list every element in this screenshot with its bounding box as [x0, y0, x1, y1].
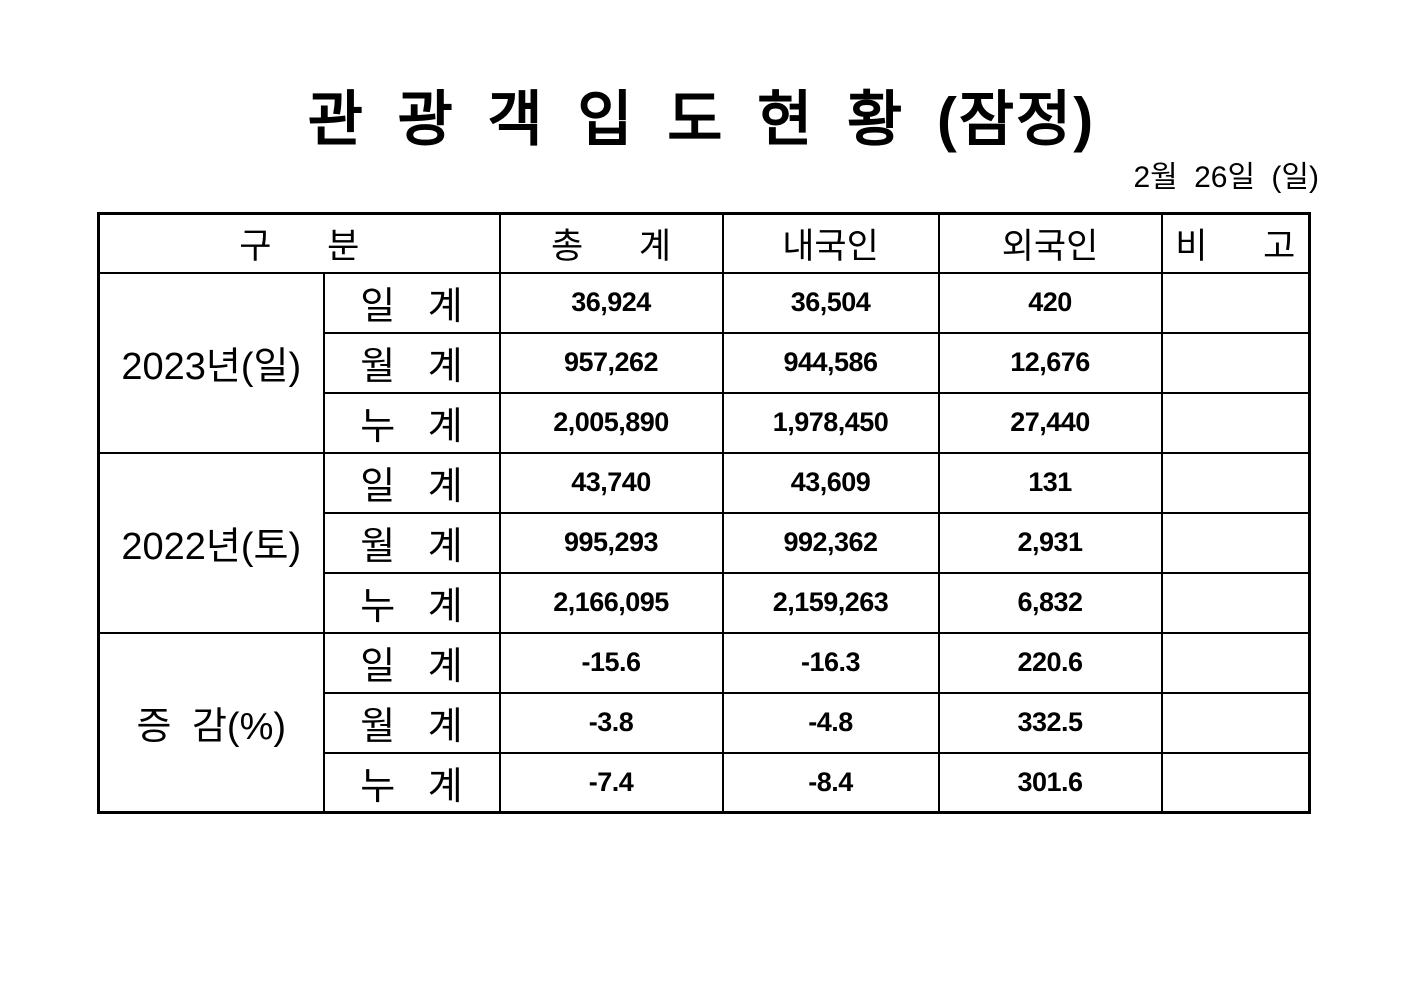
header-note: 비 고: [1160, 212, 1311, 274]
row-label: 누 계: [322, 391, 501, 454]
total-value: 36,924: [498, 271, 724, 334]
note-cell: [1160, 751, 1311, 814]
row-label: 일 계: [322, 631, 501, 694]
foreign-value: 12,676: [937, 331, 1163, 394]
note-cell: [1160, 631, 1311, 694]
header-domestic: 내국인: [721, 212, 940, 274]
row-label: 월 계: [322, 691, 501, 754]
group-label-2022: 2022년(토): [97, 451, 325, 634]
group-label-2023: 2023년(일): [97, 271, 325, 454]
table-row: 증 감(%) 일 계 -15.6 -16.3 220.6: [97, 631, 1311, 814]
total-value: -15.6: [498, 631, 724, 694]
total-value: 995,293: [498, 511, 724, 574]
total-value: -7.4: [498, 751, 724, 814]
domestic-value: -8.4: [721, 751, 940, 814]
row-label: 누 계: [322, 571, 501, 634]
row-label: 월 계: [322, 511, 501, 574]
tourist-arrivals-table: 구 분 총 계 내국인 외국인 비 고 2023년(일) 일 계 36,924 …: [97, 212, 1311, 814]
header-category: 구 분: [97, 212, 501, 274]
domestic-value: -4.8: [721, 691, 940, 754]
total-value: 2,005,890: [498, 391, 724, 454]
note-cell: [1160, 511, 1311, 574]
total-value: 2,166,095: [498, 571, 724, 634]
domestic-value: 36,504: [721, 271, 940, 334]
table-row: 월 계 957,262 944,586 12,676: [99, 331, 1311, 394]
note-cell: [1160, 391, 1311, 454]
table-row: 누 계 2,005,890 1,978,450 27,440: [99, 391, 1311, 454]
total-value: 43,740: [498, 451, 724, 514]
note-cell: [1160, 451, 1311, 514]
foreign-value: 220.6: [937, 631, 1163, 694]
note-cell: [1160, 571, 1311, 634]
table-row: 2023년(일) 일 계 36,924 36,504 420: [97, 271, 1311, 454]
total-value: 957,262: [498, 331, 724, 394]
domestic-value: 992,362: [721, 511, 940, 574]
table-row: 누 계 2,166,095 2,159,263 6,832: [99, 571, 1311, 634]
domestic-value: -16.3: [721, 631, 940, 694]
domestic-value: 2,159,263: [721, 571, 940, 634]
foreign-value: 420: [937, 271, 1163, 334]
foreign-value: 2,931: [937, 511, 1163, 574]
table-row: 2022년(토) 일 계 43,740 43,609 131: [97, 451, 1311, 634]
group-label-change: 증 감(%): [97, 631, 325, 814]
foreign-value: 6,832: [937, 571, 1163, 634]
header-total: 총 계: [498, 212, 724, 274]
header-foreign: 외국인: [937, 212, 1163, 274]
total-value: -3.8: [498, 691, 724, 754]
note-cell: [1160, 331, 1311, 394]
domestic-value: 43,609: [721, 451, 940, 514]
note-cell: [1160, 691, 1311, 754]
foreign-value: 301.6: [937, 751, 1163, 814]
table-row: 월 계 995,293 992,362 2,931: [99, 511, 1311, 574]
row-label: 누 계: [322, 751, 501, 814]
table-row: 누 계 -7.4 -8.4 301.6: [99, 751, 1311, 814]
table-header-row: 구 분 총 계 내국인 외국인 비 고: [97, 212, 1311, 274]
foreign-value: 332.5: [937, 691, 1163, 754]
row-label: 일 계: [322, 451, 501, 514]
page-title: 관 광 객 입 도 현 황 (잠정): [307, 86, 1096, 153]
foreign-value: 27,440: [937, 391, 1163, 454]
domestic-value: 1,978,450: [721, 391, 940, 454]
table-row: 월 계 -3.8 -4.8 332.5: [99, 691, 1311, 754]
foreign-value: 131: [937, 451, 1163, 514]
note-cell: [1160, 271, 1311, 334]
row-label: 월 계: [322, 331, 501, 394]
row-label: 일 계: [322, 271, 501, 334]
report-date: 2월 26일 (일): [1133, 161, 1319, 194]
domestic-value: 944,586: [721, 331, 940, 394]
